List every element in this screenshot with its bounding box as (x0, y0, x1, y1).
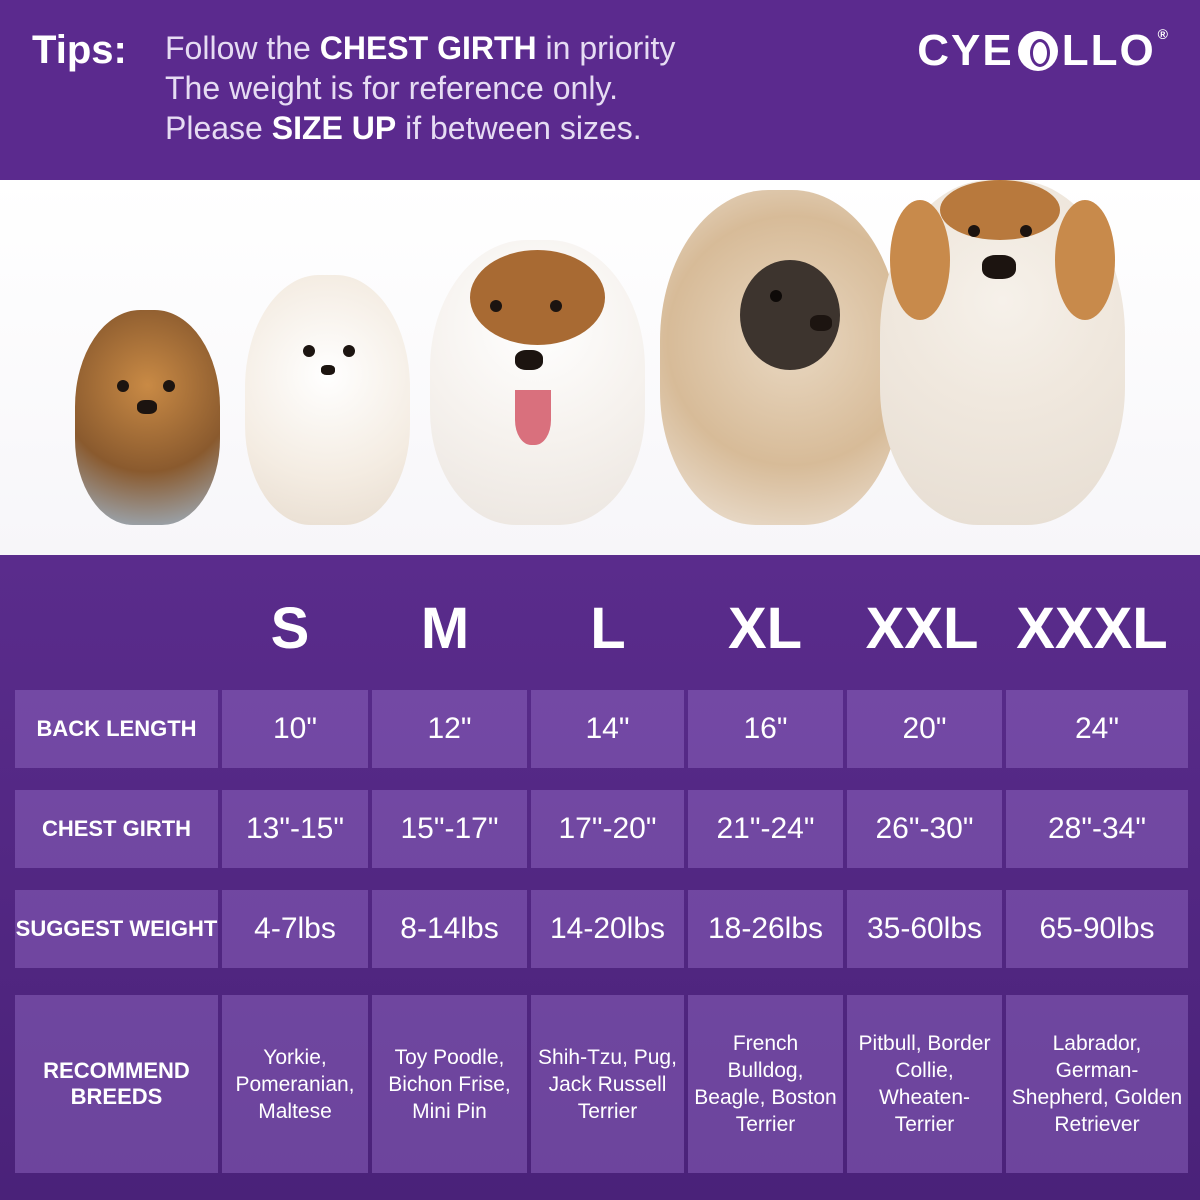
dogs-photo (0, 180, 1200, 555)
cell-breeds: Pitbull, Border Collie, Wheaten-Terrier (847, 995, 1002, 1173)
cell-value: 4-7lbs (222, 890, 368, 968)
cell-breeds: French Bulldog, Beagle, Boston Terrier (688, 995, 843, 1173)
size-heading-l: L (590, 596, 626, 661)
cell-value: 20" (847, 690, 1002, 768)
cell-value: 17"-20" (531, 790, 684, 868)
cell-value: 10" (222, 690, 368, 768)
cell-value: 8-14lbs (372, 890, 527, 968)
size-heading-xxl: XXL (865, 596, 979, 661)
cell-value: 28"-34" (1006, 790, 1188, 868)
cell-breeds: Shih-Tzu, Pug, Jack Russell Terrier (531, 995, 684, 1173)
french-bulldog-photo (660, 190, 900, 525)
size-chart: S M L XL XXL XXXL BACK LENGTH 10" 12" 14… (0, 555, 1200, 1200)
cell-breeds: Labrador, German-Shepherd, Golden Retrie… (1006, 995, 1188, 1173)
cell-value: 15"-17" (372, 790, 527, 868)
header-banner: Tips: Follow the CHEST GIRTH in priority… (0, 0, 1200, 180)
pomeranian-photo (245, 275, 410, 525)
tip-line-2: The weight is for reference only. (165, 70, 618, 106)
logo-mark-icon (1017, 31, 1058, 71)
cell-value: 35-60lbs (847, 890, 1002, 968)
tips-text: Follow the CHEST GIRTH in priority The w… (165, 28, 675, 148)
cell-breeds: Yorkie, Pomeranian, Maltese (222, 995, 368, 1173)
size-heading-s: S (270, 596, 310, 661)
cell-breeds: Toy Poodle, Bichon Frise, Mini Pin (372, 995, 527, 1173)
row-label-recommend-breeds: RECOMMEND BREEDS (15, 995, 218, 1173)
row-label-chest-girth: CHEST GIRTH (15, 790, 218, 868)
cell-value: 13"-15" (222, 790, 368, 868)
cell-value: 24" (1006, 690, 1188, 768)
brand-logo: CYE LLO ® (917, 26, 1170, 75)
cell-value: 26"-30" (847, 790, 1002, 868)
tips-label: Tips: (32, 28, 127, 72)
cell-value: 14-20lbs (531, 890, 684, 968)
size-heading-xl: XL (727, 596, 803, 661)
tip-line-1: Follow the CHEST GIRTH in priority (165, 30, 676, 66)
cell-value: 18-26lbs (688, 890, 843, 968)
yorkie-photo (75, 310, 220, 525)
cell-value: 14" (531, 690, 684, 768)
size-heading-xxxl: XXXL (1016, 596, 1168, 661)
row-label-back-length: BACK LENGTH (15, 690, 218, 768)
jack-russell-photo (430, 240, 645, 525)
cell-value: 12" (372, 690, 527, 768)
beagle-photo (880, 180, 1125, 525)
tip-line-3: Please SIZE UP if between sizes. (165, 110, 642, 146)
cell-value: 65-90lbs (1006, 890, 1188, 968)
cell-value: 21"-24" (688, 790, 843, 868)
row-label-suggest-weight: SUGGEST WEIGHT (15, 890, 218, 968)
size-heading-m: M (420, 596, 470, 661)
cell-value: 16" (688, 690, 843, 768)
